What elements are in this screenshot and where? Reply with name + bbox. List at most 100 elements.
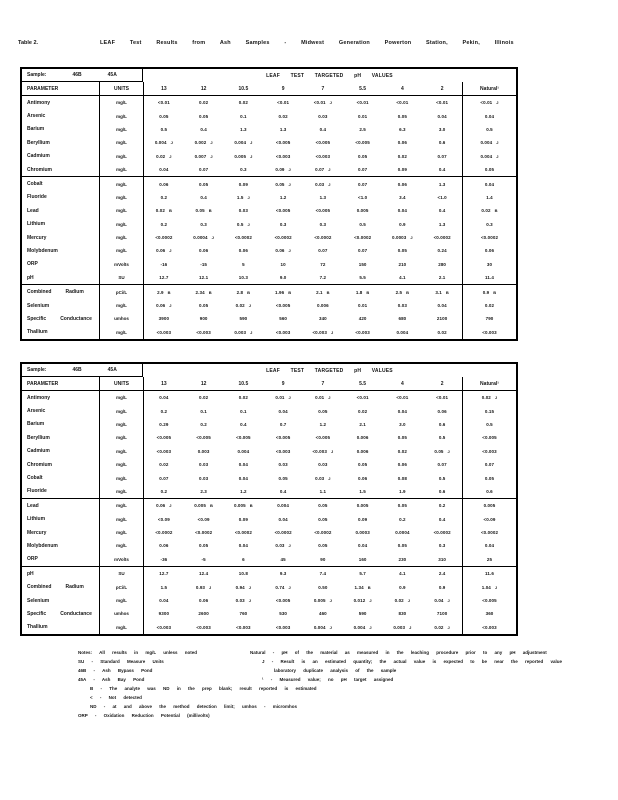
result-cell: 0.04 [144,391,184,404]
qualifier-flag: B [366,289,370,295]
result-value: 0.4 [200,194,207,200]
row-cells: 0.06 0.05 0.04 0.03 J 0.05 0.04 0.05 0.3 0.04 [143,539,516,553]
row-cells: -36 -5 6 45 90 160 230 310 25 [143,552,516,567]
result-value: <0.005 [156,435,172,441]
result-value: 0.004 [480,140,493,146]
ph-target-header: 12 [200,380,207,387]
result-cell: 0.03 [383,299,423,312]
qualifier-flag: J [369,598,372,604]
result-cell: 7.2 [303,271,343,284]
result-cell: 0.5 [144,123,184,136]
result-cell: 0.02 [263,109,303,122]
result-value: 0.07 [484,462,495,468]
result-value: 0.05 [318,543,328,549]
result-cell: 4.1 [383,567,423,580]
result-value: 1.5 [236,194,244,200]
result-cell: 0.4 [184,191,224,204]
parameter-name: Selenium [27,302,50,309]
result-cell: 0.03 [263,458,303,471]
result-cell: 4.1 [383,271,423,284]
row-cells: 0.02 J 0.007 J 0.005 J <0.003 <0.003 0.05 0.02 0.0… [143,149,516,163]
result-value: 5.7 [359,571,366,577]
result-cell: 2.8 B [224,285,264,298]
result-value: 0.3 [200,221,207,227]
row-cells: 0.06 J 0.06 0.06 0.06 J 0.07 0.07 0.05 0.24 0.06 [143,244,516,258]
result-cell: 0.1 [184,404,224,417]
result-cell: 0.04 [224,539,264,552]
result-value: <0.01 [396,395,409,401]
result-cell: 30 [462,257,516,272]
result-value: 0.05 [397,435,407,441]
result-cell: <0.005 [462,431,516,445]
parameter-name: Cobalt [27,475,43,482]
result-value: 0.9 [399,584,406,590]
result-value: 10.3 [238,275,248,281]
result-cell: <0.01 [422,391,462,404]
result-cell: 1.8 B [343,285,383,298]
result-cell: <0.01 [263,96,303,109]
parameter-name: Arsenic [27,408,46,415]
result-cell: 0.4 [422,513,462,526]
result-value: 0.04 [397,208,407,214]
result-cell: <0.0002 [144,231,184,244]
ph-target-header: 2 [440,85,444,92]
parameter-name-cell: Combined Radium [22,580,99,593]
result-value: <0.003 [156,448,172,454]
result-cell: 0.5 [343,218,383,231]
result-value: 0.03 [199,475,209,481]
row-cells: 3900 900 590 560 340 420 680 2100 790 [143,312,516,326]
result-value: 0.4 [319,126,327,132]
row-cells: 0.06 0.05 0.09 0.05 J 0.03 J 0.07 0.06 1.3 0.04 [143,177,516,191]
result-value: 0.05 [318,408,328,414]
result-value: 0.4 [438,167,446,173]
ph-col-headers: 13 12 10.5 9 7 5.5 4 2 Natural¹ [143,82,516,95]
result-value: 360 [485,611,494,617]
result-value: <0.0002 [314,235,332,241]
units-cell: mg/L [99,431,143,445]
parameter-name-cell: ORP [22,258,99,271]
result-cell: 0.04 [462,109,516,123]
parameter-name-cell: Molybdenum [22,244,99,257]
result-cell: 0.03 [303,458,343,471]
result-cell: 0.2 [184,418,224,431]
result-cell: 5 [224,258,264,271]
result-cell: 0.4 [422,163,462,176]
qualifier-flag: J [248,598,252,604]
parameter-name-cell: Lead [22,204,99,217]
qualifier-flag: J [288,395,291,401]
qualifier-flag: J [209,584,212,590]
table-row: Molybdenum mg/L 0.06 J 0.06 0.06 0.06 J 0.07 0.07… [22,244,516,258]
result-cell: 0.0004 [383,526,423,539]
qualifier-flag: J [329,598,332,604]
parameter-name-2: Radium [65,289,84,296]
result-cell: 0.09 [383,163,423,176]
row-cells: <0.01 0.02 0.02 <0.01 <0.01 J <0.01 <0.01 <0.01 <… [143,96,516,110]
result-cell: 3.4 [383,191,423,204]
result-cell: 590 [343,607,383,620]
result-value: 790 [485,316,494,322]
result-value: 0.02 [434,624,444,630]
result-value: 0.005 [234,153,247,159]
result-cell: 1.3 [303,191,343,204]
qualifier-flag: J [250,153,253,159]
table-row: Barium mg/L 0.29 0.2 0.4 0.7 1.2 2.1 3.0 0.6 0.5 [22,417,516,432]
parameter-name-cell: Mercury [22,231,99,244]
result-cell: 0.04 [343,539,383,552]
parameter-name-cell: Chromium [22,163,99,176]
result-value: 0.02 [437,329,447,335]
result-value: 0.5 [236,221,244,227]
qualifier-flag: J [496,140,499,146]
table2-rows: Antimony mg/L 0.04 0.02 0.02 0.01 J 0.01 J <0.01 <… [22,391,516,635]
result-value: 0.07 [315,167,325,173]
result-cell: <0.003 [184,326,224,339]
result-value: <0.003 [156,329,172,335]
result-cell: -16 [144,258,184,271]
result-cell: <0.003 [144,445,184,458]
result-value: 160 [358,556,367,562]
units-cell: mg/L [99,162,143,177]
result-cell: <0.003 [263,621,303,634]
qualifier-flag: B [208,208,212,214]
result-value: 0.06 [397,140,407,146]
qualifier-flag: J [330,448,334,454]
